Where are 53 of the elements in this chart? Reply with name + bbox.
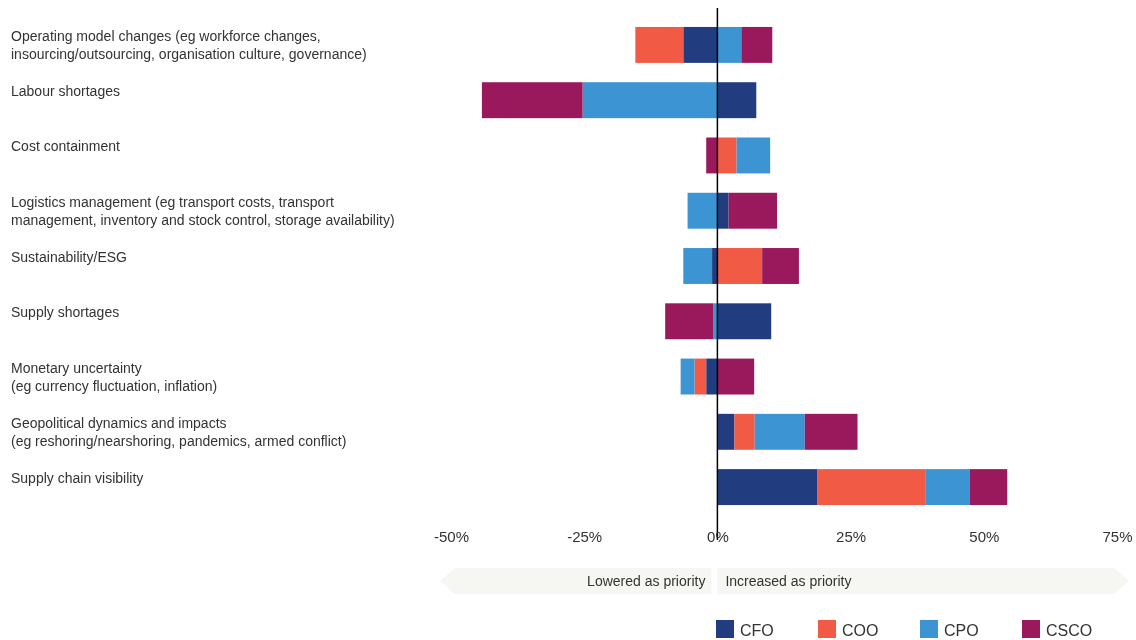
legend-label: COO <box>842 622 879 639</box>
legend-label: CFO <box>740 622 774 639</box>
y-tick-label: Geopolitical dynamics and impacts (eg reshoring/nearshoring, pandemics, armed conflict) <box>11 414 347 449</box>
bar <box>582 82 718 119</box>
text: Increased as priority <box>725 573 852 589</box>
bar <box>969 469 1008 506</box>
bar <box>741 26 773 63</box>
y-tick-label: Labour shortages <box>11 83 120 100</box>
bar <box>717 358 755 395</box>
text: Lowered as priority <box>587 573 706 589</box>
bar <box>925 469 970 506</box>
bar <box>712 248 718 284</box>
x-tick-label: 25% <box>836 527 867 545</box>
bar <box>717 303 772 340</box>
y-tick-label: Cost containment <box>11 138 121 155</box>
bar <box>717 413 735 450</box>
bar <box>717 82 757 119</box>
bar <box>804 413 858 450</box>
bar <box>680 358 695 395</box>
bar <box>717 137 737 174</box>
bar <box>817 469 926 506</box>
bar <box>736 137 771 174</box>
bar <box>683 26 718 63</box>
legend-label: CPO <box>944 622 979 639</box>
bar <box>481 82 583 119</box>
bar <box>713 303 718 340</box>
legend-label: CSCO <box>1046 622 1093 639</box>
x-tick-label: 50% <box>969 527 1000 545</box>
bar <box>762 248 799 284</box>
y-tick-label: Operating model changes (eg workforce changes, insourcing/outsourcing, organisation culture, governance) <box>11 27 367 62</box>
bar <box>687 192 718 229</box>
bar <box>734 413 755 450</box>
y-tick-label: Logistics management (eg transport costs, transport management, inventory and stock control, storage availability) <box>11 193 395 228</box>
bar <box>717 248 763 284</box>
bar <box>706 358 718 395</box>
x-tick-label: -50% <box>433 527 470 545</box>
y-tick-label: Supply chain visibility <box>11 470 144 487</box>
bar <box>717 469 818 506</box>
bar <box>665 303 714 340</box>
bar <box>728 192 778 229</box>
y-tick-label: Sustainability/ESG <box>11 249 127 266</box>
x-tick-label: 0% <box>707 527 729 545</box>
bar <box>683 248 713 284</box>
bar <box>717 192 729 229</box>
bar <box>754 413 805 450</box>
bar <box>706 137 718 174</box>
y-tick-label: Supply shortages <box>11 304 120 321</box>
bar <box>717 26 742 63</box>
x-tick-label: -25% <box>567 527 603 545</box>
bar <box>694 358 707 395</box>
x-tick-label: 75% <box>1102 527 1133 545</box>
y-tick-label: Monetary uncertainty (eg currency fluctuation, inflation) <box>11 359 218 394</box>
bar <box>635 26 684 63</box>
